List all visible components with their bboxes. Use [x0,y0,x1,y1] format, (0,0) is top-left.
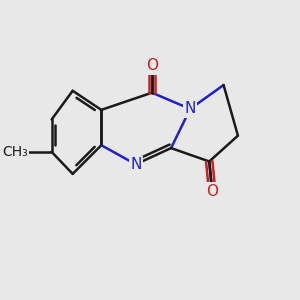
Text: N: N [184,101,196,116]
Text: O: O [146,58,158,74]
Text: CH₃: CH₃ [2,145,28,159]
Text: N: N [130,157,141,172]
Text: O: O [206,184,218,199]
